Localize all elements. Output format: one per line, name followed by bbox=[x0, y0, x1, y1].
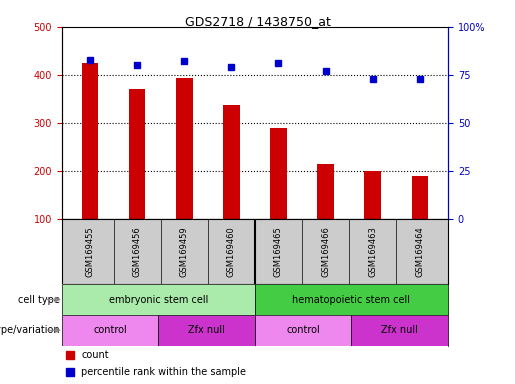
Text: control: control bbox=[93, 325, 127, 335]
Text: GSM169455: GSM169455 bbox=[85, 226, 95, 277]
Text: GSM169466: GSM169466 bbox=[321, 226, 330, 277]
Text: genotype/variation: genotype/variation bbox=[0, 325, 60, 335]
Bar bbox=[365, 171, 381, 219]
Text: Zfx null: Zfx null bbox=[381, 325, 418, 335]
Text: GSM169463: GSM169463 bbox=[368, 226, 377, 277]
Text: GSM169465: GSM169465 bbox=[274, 226, 283, 277]
Bar bbox=[255, 315, 351, 346]
Bar bbox=[317, 164, 334, 219]
Bar bbox=[411, 176, 428, 219]
Text: GSM169460: GSM169460 bbox=[227, 226, 236, 277]
Bar bbox=[129, 89, 145, 219]
Text: GDS2718 / 1438750_at: GDS2718 / 1438750_at bbox=[184, 15, 331, 28]
Text: percentile rank within the sample: percentile rank within the sample bbox=[81, 366, 246, 377]
Bar bbox=[176, 78, 193, 219]
Text: Zfx null: Zfx null bbox=[188, 325, 225, 335]
Text: GSM169456: GSM169456 bbox=[133, 226, 142, 277]
Bar bbox=[270, 127, 287, 219]
Bar bbox=[82, 63, 98, 219]
Text: embryonic stem cell: embryonic stem cell bbox=[109, 295, 208, 305]
Bar bbox=[62, 284, 255, 315]
Text: control: control bbox=[286, 325, 320, 335]
Text: GSM169464: GSM169464 bbox=[415, 226, 424, 277]
Bar bbox=[159, 315, 255, 346]
Text: hematopoietic stem cell: hematopoietic stem cell bbox=[293, 295, 410, 305]
Bar bbox=[351, 315, 448, 346]
Bar bbox=[62, 315, 159, 346]
Text: count: count bbox=[81, 350, 109, 360]
Bar bbox=[223, 104, 239, 219]
Text: cell type: cell type bbox=[18, 295, 60, 305]
Text: GSM169459: GSM169459 bbox=[180, 226, 189, 277]
Bar bbox=[255, 284, 448, 315]
